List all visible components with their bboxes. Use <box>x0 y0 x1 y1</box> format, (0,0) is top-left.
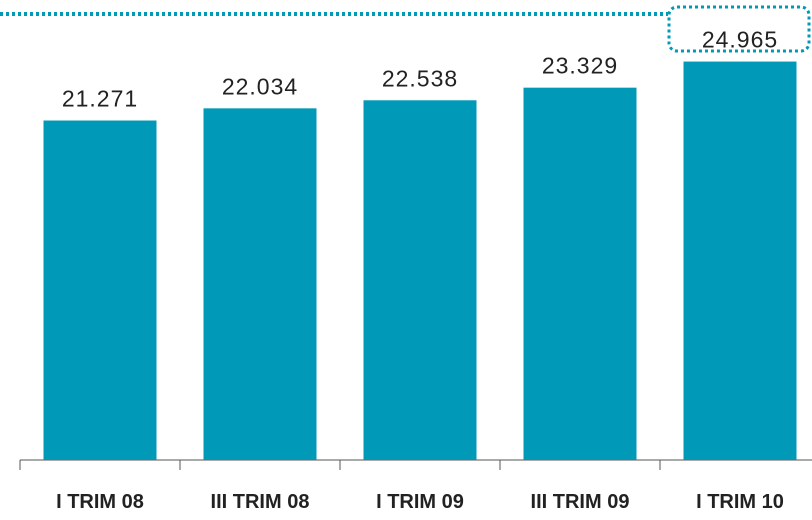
value-label: 22.034 <box>222 73 298 99</box>
x-tick-label: III TRIM 09 <box>531 491 630 513</box>
value-label: 24.965 <box>702 27 778 53</box>
bar <box>523 87 637 460</box>
value-label: 22.538 <box>382 65 458 91</box>
bar <box>203 108 317 461</box>
x-tick-label: I TRIM 10 <box>696 491 784 513</box>
bar <box>683 61 797 461</box>
value-label: 23.329 <box>542 53 618 79</box>
x-tick-label: I TRIM 08 <box>56 491 144 513</box>
highlight-box <box>667 5 811 53</box>
value-label: 21.271 <box>62 86 138 112</box>
x-tick-label: I TRIM 09 <box>376 491 464 513</box>
bar <box>43 120 157 461</box>
bar <box>363 100 477 460</box>
x-tick-label: III TRIM 08 <box>211 491 310 513</box>
